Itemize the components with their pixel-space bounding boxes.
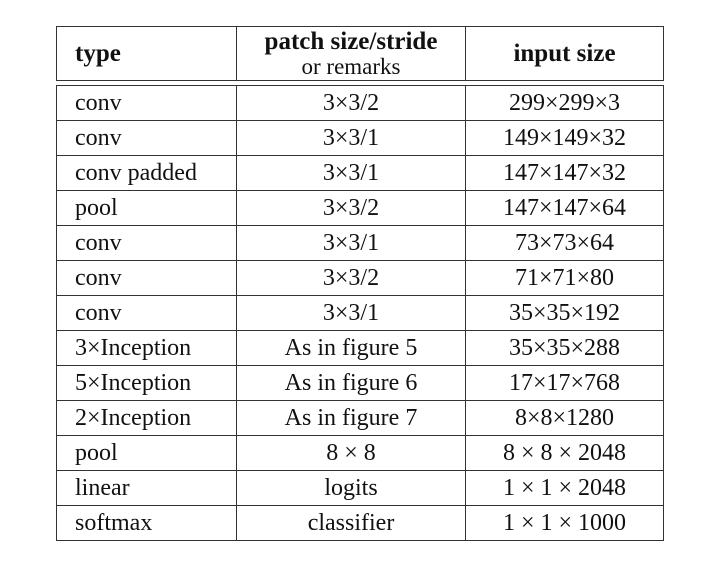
header-type: type — [56, 26, 237, 81]
table-row: softmax classifier 1 × 1 × 1000 — [56, 505, 664, 541]
header-patch-main: patch size/stride — [264, 27, 438, 55]
cell-type: softmax — [56, 505, 237, 541]
cell-patch: 3×3/2 — [236, 190, 466, 226]
table-row: 5×Inception As in figure 6 17×17×768 — [56, 365, 664, 401]
cell-patch: 8 × 8 — [236, 435, 466, 471]
header-patch-sub: or remarks — [301, 53, 401, 79]
table-row: conv 3×3/1 35×35×192 — [56, 295, 664, 331]
cell-patch: 3×3/1 — [236, 120, 466, 156]
cell-input: 35×35×288 — [465, 330, 664, 366]
cell-patch: 3×3/2 — [236, 260, 466, 296]
cell-type: conv — [56, 260, 237, 296]
cell-type: 5×Inception — [56, 365, 237, 401]
cell-type: conv — [56, 85, 237, 121]
cell-type: conv — [56, 225, 237, 261]
cell-input: 1 × 1 × 1000 — [465, 505, 664, 541]
cell-input: 71×71×80 — [465, 260, 664, 296]
cell-input: 1 × 1 × 2048 — [465, 470, 664, 506]
table-row: 3×Inception As in figure 5 35×35×288 — [56, 330, 664, 366]
table-header: type patch size/stride or remarks input … — [56, 26, 664, 81]
cell-type: conv — [56, 120, 237, 156]
cell-patch: 3×3/1 — [236, 155, 466, 191]
cell-type: conv — [56, 295, 237, 331]
cell-input: 73×73×64 — [465, 225, 664, 261]
header-patch-size: patch size/stride or remarks — [236, 26, 466, 81]
cell-type: pool — [56, 190, 237, 226]
cell-input: 299×299×3 — [465, 85, 664, 121]
table-row: pool 8 × 8 8 × 8 × 2048 — [56, 435, 664, 471]
cell-input: 17×17×768 — [465, 365, 664, 401]
cell-patch: 3×3/1 — [236, 295, 466, 331]
table-row: 2×Inception As in figure 7 8×8×1280 — [56, 400, 664, 436]
cell-type: 2×Inception — [56, 400, 237, 436]
cell-type: linear — [56, 470, 237, 506]
table-row: conv 3×3/1 73×73×64 — [56, 225, 664, 261]
cell-input: 8×8×1280 — [465, 400, 664, 436]
header-input-size: input size — [465, 26, 664, 81]
cell-input: 35×35×192 — [465, 295, 664, 331]
cell-patch: 3×3/2 — [236, 85, 466, 121]
cell-input: 147×147×64 — [465, 190, 664, 226]
table-row: conv padded 3×3/1 147×147×32 — [56, 155, 664, 191]
cell-patch: As in figure 7 — [236, 400, 466, 436]
architecture-table: type patch size/stride or remarks input … — [56, 26, 664, 541]
cell-patch: As in figure 6 — [236, 365, 466, 401]
cell-type: 3×Inception — [56, 330, 237, 366]
cell-patch: As in figure 5 — [236, 330, 466, 366]
cell-patch: logits — [236, 470, 466, 506]
header-row: type patch size/stride or remarks input … — [56, 26, 664, 81]
cell-input: 147×147×32 — [465, 155, 664, 191]
table-row: linear logits 1 × 1 × 2048 — [56, 470, 664, 506]
table-row: conv 3×3/1 149×149×32 — [56, 120, 664, 156]
cell-type: pool — [56, 435, 237, 471]
table-row: conv 3×3/2 299×299×3 — [56, 85, 664, 121]
cell-input: 149×149×32 — [465, 120, 664, 156]
table-row: conv 3×3/2 71×71×80 — [56, 260, 664, 296]
table-row: pool 3×3/2 147×147×64 — [56, 190, 664, 226]
cell-type: conv padded — [56, 155, 237, 191]
cell-patch: classifier — [236, 505, 466, 541]
cell-input: 8 × 8 × 2048 — [465, 435, 664, 471]
table-body: conv 3×3/2 299×299×3 conv 3×3/1 149×149×… — [56, 80, 664, 541]
cell-patch: 3×3/1 — [236, 225, 466, 261]
